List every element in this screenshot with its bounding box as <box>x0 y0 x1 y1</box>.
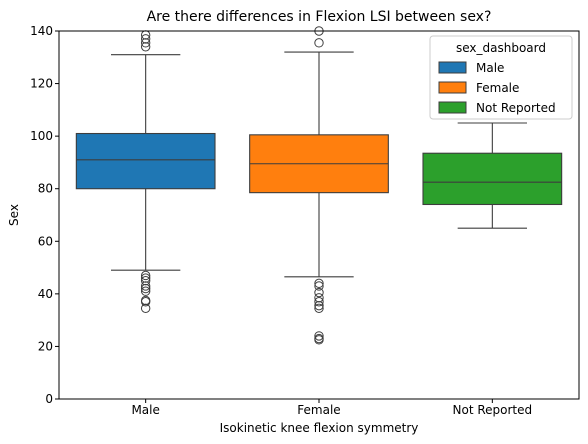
x-tick-label: Male <box>131 403 159 417</box>
outlier-point <box>314 281 324 291</box>
x-tick-label: Not Reported <box>453 403 533 417</box>
y-tick-label: 20 <box>38 339 53 353</box>
y-tick-label: 0 <box>45 392 53 406</box>
outlier-point <box>314 335 324 345</box>
outlier-point <box>140 38 151 48</box>
y-axis: 0 20 40 60 80 100 120 140 <box>30 24 59 406</box>
outlier-point <box>314 293 324 303</box>
y-tick-label: 60 <box>38 234 53 248</box>
legend-swatch <box>438 81 467 94</box>
box-series-group <box>75 26 563 345</box>
outlier-point <box>140 303 151 314</box>
legend-label: Female <box>476 81 519 95</box>
outlier-point <box>314 287 324 298</box>
outlier-point <box>140 273 151 283</box>
legend-label: Male <box>476 61 504 75</box>
outlier-point <box>314 300 324 311</box>
outlier-point <box>140 270 151 281</box>
box-group-not-reported <box>422 122 563 229</box>
outlier-point <box>140 286 151 296</box>
y-tick-label: 120 <box>30 77 53 91</box>
outlier-point <box>140 281 151 291</box>
legend-title: sex_dashboard <box>456 41 546 55</box>
outlier-point <box>314 38 324 48</box>
y-tick-label: 40 <box>38 287 53 301</box>
y-tick-label: 100 <box>30 129 53 143</box>
box <box>422 152 563 206</box>
legend: sex_dashboard Male Female Not Reported <box>429 35 573 120</box>
x-tick-label: Female <box>297 403 340 417</box>
box-group-female <box>249 26 389 345</box>
legend-frame <box>429 35 573 120</box>
y-tick-label: 80 <box>38 182 53 196</box>
outlier-point <box>314 303 324 314</box>
x-axis-label: Isokinetic knee flexion symmetry <box>220 421 419 435</box>
plot-area <box>58 26 580 400</box>
box-group-male <box>75 30 216 314</box>
box <box>75 132 216 190</box>
outlier-point <box>314 297 324 307</box>
x-axis: Male Female Not Reported <box>131 399 532 417</box>
y-tick-label: 140 <box>30 24 53 38</box>
legend-label: Not Reported <box>476 101 556 115</box>
outlier-point <box>314 278 324 289</box>
outlier-point <box>140 283 151 294</box>
outlier-point <box>314 331 324 341</box>
legend-swatch <box>438 101 467 114</box>
y-axis-label: Sex <box>7 204 21 226</box>
chart-title: Are there differences in Flexion LSI bet… <box>147 9 492 25</box>
outlier-point <box>140 276 151 286</box>
outlier-point <box>140 297 151 307</box>
legend-swatch <box>438 61 467 74</box>
outlier-point <box>140 34 151 44</box>
outlier-point <box>140 42 151 52</box>
